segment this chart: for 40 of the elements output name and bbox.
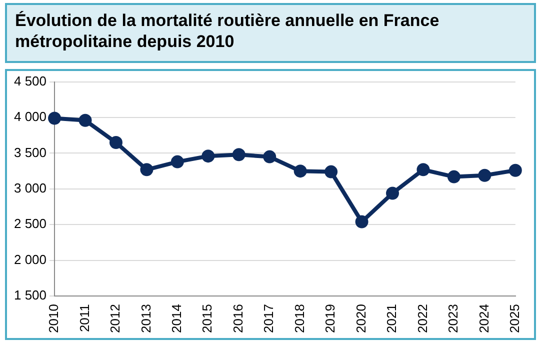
point — [263, 150, 276, 164]
y-tick-label: 2 000 — [14, 252, 47, 267]
x-tick-label: 2021 — [384, 304, 400, 333]
x-tick-label: 2014 — [169, 304, 184, 333]
x-tick-label: 2025 — [506, 304, 522, 333]
point — [232, 148, 246, 162]
x-tick-label: 2018 — [292, 304, 307, 333]
x-tick-label: 2017 — [261, 304, 276, 333]
x-tick-label: 2015 — [200, 304, 215, 333]
point — [48, 112, 62, 125]
point — [478, 168, 492, 182]
chart-title: Évolution de la mortalité routière annuelle en France métropolitaine depuis 2010 — [15, 10, 440, 52]
point — [109, 136, 122, 150]
point — [508, 164, 522, 177]
point — [447, 170, 460, 184]
point — [294, 164, 307, 178]
point — [140, 163, 154, 176]
y-tick-label: 3 500 — [14, 144, 47, 160]
x-tick-label: 2019 — [322, 304, 338, 333]
point — [324, 165, 338, 178]
x-tick-label: 2020 — [353, 304, 368, 333]
x-tick-label: 2023 — [446, 304, 461, 333]
x-tick-label: 2013 — [138, 304, 154, 333]
point — [202, 150, 215, 163]
point — [386, 186, 399, 200]
x-tick-label: 2012 — [108, 304, 123, 333]
point — [355, 215, 368, 228]
point — [170, 155, 184, 168]
point — [78, 114, 92, 127]
x-tick-label: 2011 — [76, 304, 92, 332]
y-tick-label: 3 000 — [14, 180, 47, 196]
y-tick-label: 2 500 — [14, 216, 47, 232]
x-tick-label: 2016 — [230, 304, 246, 333]
point — [416, 163, 430, 176]
x-tick-label: 2010 — [46, 304, 62, 333]
x-tick-label: 2024 — [476, 304, 492, 333]
y-tick-label: 4 500 — [14, 73, 47, 88]
y-tick-label: 4 000 — [14, 109, 47, 124]
y-tick-label: 1 500 — [14, 288, 47, 303]
x-tick-label: 2022 — [414, 304, 430, 333]
